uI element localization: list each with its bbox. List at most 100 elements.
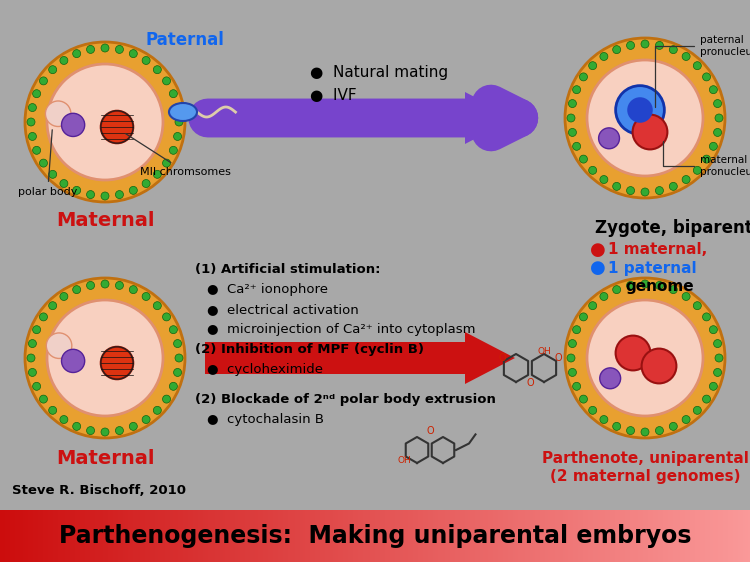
Bar [95,510,98,562]
Circle shape [28,369,37,377]
Bar [485,510,488,562]
Circle shape [28,133,37,140]
Bar [520,510,524,562]
Bar [583,510,586,562]
Bar [578,510,581,562]
Circle shape [40,313,47,321]
Circle shape [568,129,577,137]
Circle shape [86,282,94,289]
Circle shape [33,382,40,391]
Bar [562,510,566,562]
Bar [628,510,631,562]
Bar [175,510,178,562]
Bar [478,510,481,562]
Circle shape [173,103,182,112]
Circle shape [580,313,587,321]
Bar [287,510,291,562]
Circle shape [568,369,577,377]
Bar [332,510,336,562]
Bar [640,510,644,562]
Bar [450,510,454,562]
Bar [107,510,111,562]
Circle shape [715,354,723,362]
Bar [688,510,691,562]
Bar [255,510,259,562]
Circle shape [713,99,722,107]
Bar [205,510,209,562]
Text: ●  Natural mating: ● Natural mating [310,65,448,79]
Bar [110,510,113,562]
Bar [188,510,191,562]
Circle shape [573,326,580,334]
Circle shape [627,97,652,123]
Circle shape [693,62,701,70]
Bar [30,510,34,562]
Bar [125,510,128,562]
Bar [458,510,461,562]
Text: O: O [498,353,506,363]
Bar [733,510,736,562]
Bar [235,510,238,562]
Bar [75,510,79,562]
Circle shape [710,85,717,94]
Bar [503,510,506,562]
Bar [197,510,201,562]
Bar [98,510,101,562]
Text: OH: OH [398,456,411,465]
Bar [158,510,161,562]
Bar [740,510,743,562]
Bar [510,510,514,562]
Bar [435,510,439,562]
Circle shape [589,166,597,174]
Bar [38,510,41,562]
Bar [32,510,36,562]
Circle shape [60,179,68,188]
Bar [343,510,346,562]
Bar [150,510,154,562]
Circle shape [142,56,150,65]
Bar [430,510,433,562]
Bar [493,510,496,562]
Bar [715,510,718,562]
Bar [322,510,326,562]
Circle shape [713,129,722,137]
Bar [375,510,379,562]
Bar [625,510,628,562]
Bar [308,510,311,562]
Bar [630,510,634,562]
Bar [553,510,556,562]
Circle shape [28,339,37,347]
Bar [595,510,598,562]
FancyArrow shape [205,92,515,144]
Circle shape [600,292,608,301]
Bar [90,510,94,562]
Bar [525,510,529,562]
Circle shape [600,415,608,424]
Bar [415,510,419,562]
Bar [368,510,371,562]
Bar [0,510,4,562]
Bar [407,510,411,562]
Bar [100,510,104,562]
Bar [217,510,221,562]
Circle shape [567,354,575,362]
Circle shape [580,155,587,163]
Bar [47,510,51,562]
Bar [557,510,561,562]
Circle shape [27,118,35,126]
Bar [262,510,266,562]
Bar [413,510,416,562]
Bar [695,510,698,562]
Bar [152,510,156,562]
Bar [437,510,441,562]
Bar [655,510,658,562]
Circle shape [49,170,57,178]
Text: MII chromsomes: MII chromsomes [125,134,231,177]
Bar [60,510,64,562]
Bar [105,510,109,562]
Bar [673,510,676,562]
Circle shape [669,46,677,53]
Circle shape [173,369,182,377]
Bar [380,510,383,562]
Bar [675,510,679,562]
